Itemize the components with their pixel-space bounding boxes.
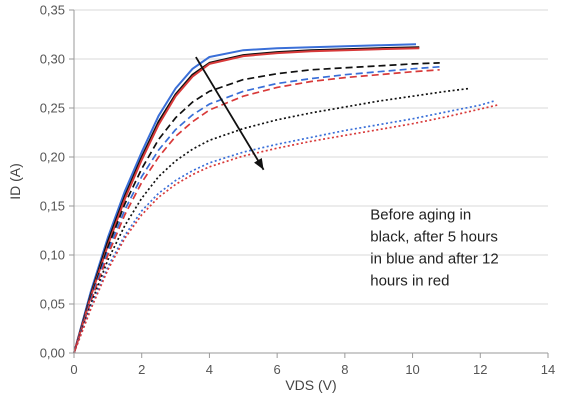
arrow-shaft xyxy=(195,56,265,171)
annotation-text: Before aging in black, after 5 hours in … xyxy=(370,207,503,290)
series-line-blue-solid xyxy=(73,43,417,354)
y-tick-label: 0,30 xyxy=(40,52,65,67)
series-line-blue-dotted xyxy=(73,100,495,354)
annotation-line: Before aging in xyxy=(370,207,471,224)
x-tick-label: 10 xyxy=(405,362,419,377)
series-line-red-dashed xyxy=(73,68,440,354)
grid xyxy=(74,9,548,305)
series-line-red-solid xyxy=(73,47,420,354)
x-tick-label: 6 xyxy=(274,362,281,377)
axes xyxy=(69,9,549,358)
x-tick-label: 4 xyxy=(206,362,213,377)
trend-arrow xyxy=(195,56,265,171)
y-tick-label: 0,25 xyxy=(40,101,65,116)
x-axis-title: VDS (V) xyxy=(285,377,336,393)
x-tick-label: 2 xyxy=(138,362,145,377)
series-line-black-solid xyxy=(73,46,420,354)
x-tick-label: 8 xyxy=(341,362,348,377)
y-tick-label: 0,10 xyxy=(40,248,65,263)
annotation-line: hours in red xyxy=(370,273,449,290)
series-group xyxy=(73,43,498,354)
arrow-head xyxy=(254,157,264,170)
series-line-blue-dashed xyxy=(73,65,440,354)
y-tick-label: 0,05 xyxy=(40,297,65,312)
y-tick-label: 0,20 xyxy=(40,150,65,165)
y-tick-label: 0,35 xyxy=(40,3,65,18)
y-tick-label: 0,00 xyxy=(40,346,65,361)
tick-labels: 0 2 4 6 8 10 12 14 0,00 0,05 0,10 0,15 0,20 0,25 0,30 0… xyxy=(40,3,556,378)
annotation-line: in blue and after 12 xyxy=(370,251,498,268)
x-tick-label: 14 xyxy=(541,362,555,377)
x-tick-label: 12 xyxy=(473,362,487,377)
y-axis-title: ID (A) xyxy=(7,163,23,200)
x-tick-label: 0 xyxy=(70,362,77,377)
y-tick-label: 0,15 xyxy=(40,199,65,214)
annotation-line: black, after 5 hours xyxy=(370,229,498,246)
series-line-black-dashed xyxy=(73,62,440,354)
